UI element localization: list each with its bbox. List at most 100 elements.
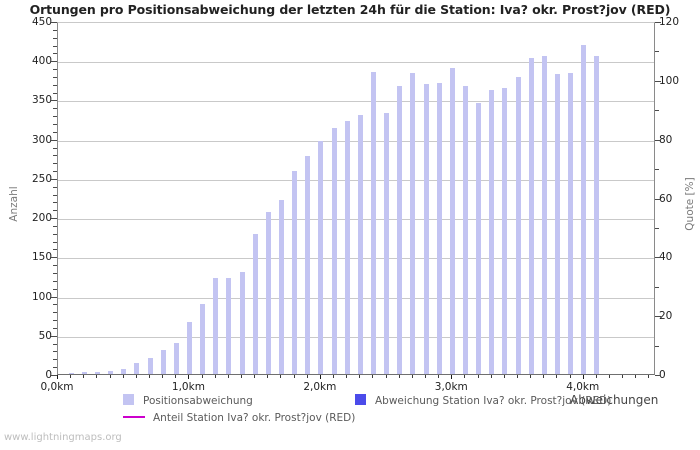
x-axis-tick bbox=[149, 375, 150, 378]
gridline bbox=[58, 62, 654, 64]
y-axis-left-minor-tick bbox=[53, 37, 57, 39]
x-axis-tick bbox=[503, 375, 505, 378]
y-axis-left-minor-tick bbox=[53, 84, 57, 86]
gridline bbox=[58, 219, 654, 221]
gridline bbox=[58, 297, 654, 299]
y-axis-left-minor-tick bbox=[53, 320, 57, 322]
bar bbox=[94, 371, 100, 374]
y-axis-left-tick bbox=[51, 375, 57, 376]
y-axis-right-tick-label: 40 bbox=[659, 251, 673, 264]
legend-item-anteil-station[interactable]: Anteil Station Iva? okr. Prost?jov (RED) bbox=[123, 412, 355, 424]
x-axis-tick bbox=[609, 375, 610, 378]
y-axis-right-tick bbox=[655, 257, 661, 259]
y-axis-left-tick-label: 250 bbox=[31, 172, 52, 185]
x-axis-tick bbox=[214, 375, 216, 378]
x-axis-tick bbox=[227, 375, 229, 378]
y-axis-left-tick-label: 400 bbox=[31, 55, 52, 68]
x-axis-tick bbox=[122, 375, 124, 378]
x-axis-tick bbox=[175, 375, 177, 378]
legend-item-abweichung-station[interactable]: Abweichung Station Iva? okr. Prost?jov (… bbox=[355, 394, 611, 407]
bar bbox=[318, 141, 324, 374]
gridline bbox=[58, 258, 654, 260]
bar bbox=[278, 199, 284, 374]
bar bbox=[121, 369, 127, 374]
legend-swatch-icon-1 bbox=[123, 394, 134, 405]
y-axis-left-minor-tick bbox=[53, 194, 57, 196]
y-axis-left-tick-label: 200 bbox=[31, 212, 52, 225]
x-axis-tick bbox=[411, 375, 413, 378]
x-axis-tick bbox=[530, 375, 532, 378]
x-axis-tick bbox=[306, 375, 308, 378]
y-axis-left-minor-tick bbox=[53, 265, 57, 267]
plot-area bbox=[57, 22, 655, 375]
y-axis-left-minor-tick bbox=[53, 304, 57, 306]
bar bbox=[462, 86, 468, 374]
y-axis-left-minor-tick bbox=[53, 155, 57, 157]
bar bbox=[502, 88, 508, 374]
y-axis-left-minor-tick bbox=[53, 233, 57, 235]
bar bbox=[173, 342, 179, 374]
y-axis-left-minor-tick bbox=[53, 92, 57, 94]
x-axis-tick bbox=[333, 375, 334, 378]
x-axis-tick bbox=[648, 375, 650, 378]
legend-label-2: Abweichung Station Iva? okr. Prost?jov (… bbox=[375, 395, 612, 407]
bar bbox=[305, 155, 311, 374]
y-axis-left-tick-label: 50 bbox=[38, 329, 52, 342]
x-axis-tick-label: 3,0km bbox=[434, 381, 468, 393]
x-axis-tick bbox=[451, 375, 453, 379]
x-axis-tick bbox=[635, 375, 637, 378]
x-axis-tick bbox=[201, 375, 203, 378]
bar bbox=[384, 112, 390, 374]
y-axis-left-tick-label: 450 bbox=[31, 16, 52, 28]
bar bbox=[81, 372, 87, 374]
y-axis-right-tick-label: 20 bbox=[659, 310, 673, 323]
x-axis-tick bbox=[162, 375, 164, 378]
x-axis-tick bbox=[267, 375, 269, 378]
bar bbox=[541, 56, 547, 374]
y-axis-left-minor-tick bbox=[53, 249, 57, 251]
bar bbox=[581, 44, 587, 374]
bar bbox=[410, 72, 416, 374]
gridline bbox=[58, 101, 654, 103]
bar bbox=[265, 212, 271, 374]
x-axis-tick-label: 2,0km bbox=[303, 381, 337, 393]
x-axis-tick bbox=[556, 375, 558, 378]
bar bbox=[226, 278, 232, 374]
bar bbox=[344, 121, 350, 374]
y-axis-left-minor-tick bbox=[53, 76, 57, 78]
legend-swatch-icon-2 bbox=[355, 394, 366, 405]
legend-item-positionsabweichung[interactable]: Positionsabweichung bbox=[123, 394, 253, 407]
x-axis-tick-label: 4,0km bbox=[566, 381, 600, 393]
bar bbox=[528, 57, 534, 374]
bar bbox=[357, 115, 363, 374]
y-axis-left-minor-tick bbox=[53, 202, 57, 204]
bar bbox=[568, 72, 574, 374]
x-axis-tick bbox=[280, 375, 282, 378]
x-axis-tick bbox=[582, 375, 584, 379]
legend-label-1: Positionsabweichung bbox=[143, 395, 253, 407]
footer-watermark: www.lightningmaps.org bbox=[4, 432, 122, 443]
x-axis-tick bbox=[241, 375, 242, 378]
y-axis-left-tick bbox=[51, 100, 57, 102]
bar bbox=[239, 272, 245, 374]
y-axis-right-minor-tick bbox=[655, 345, 659, 347]
x-axis-tick bbox=[425, 375, 426, 378]
y-axis-left-minor-tick bbox=[53, 171, 57, 173]
y-axis-left-minor-tick bbox=[53, 29, 57, 31]
y-axis-left-minor-tick bbox=[53, 343, 57, 345]
x-axis-tick bbox=[70, 375, 72, 378]
y-axis-left-tick-label: 300 bbox=[31, 133, 52, 146]
y-axis-left-tick bbox=[51, 139, 57, 141]
y-axis-right-tick-label: 80 bbox=[659, 133, 673, 146]
y-axis-right-tick bbox=[655, 198, 661, 200]
bar-series-positionsabweichung bbox=[58, 23, 654, 374]
gridline bbox=[58, 140, 654, 142]
x-axis-tick bbox=[517, 375, 518, 378]
y-axis-left-minor-tick bbox=[53, 123, 57, 125]
y-axis-left-minor-tick bbox=[53, 116, 57, 118]
gridline bbox=[58, 179, 654, 181]
x-axis-tick bbox=[385, 375, 387, 378]
y-axis-left-minor-tick bbox=[53, 45, 57, 47]
y-axis-left-labels: 0 50 100 150 200 250 300 350 400 450 bbox=[0, 16, 52, 381]
